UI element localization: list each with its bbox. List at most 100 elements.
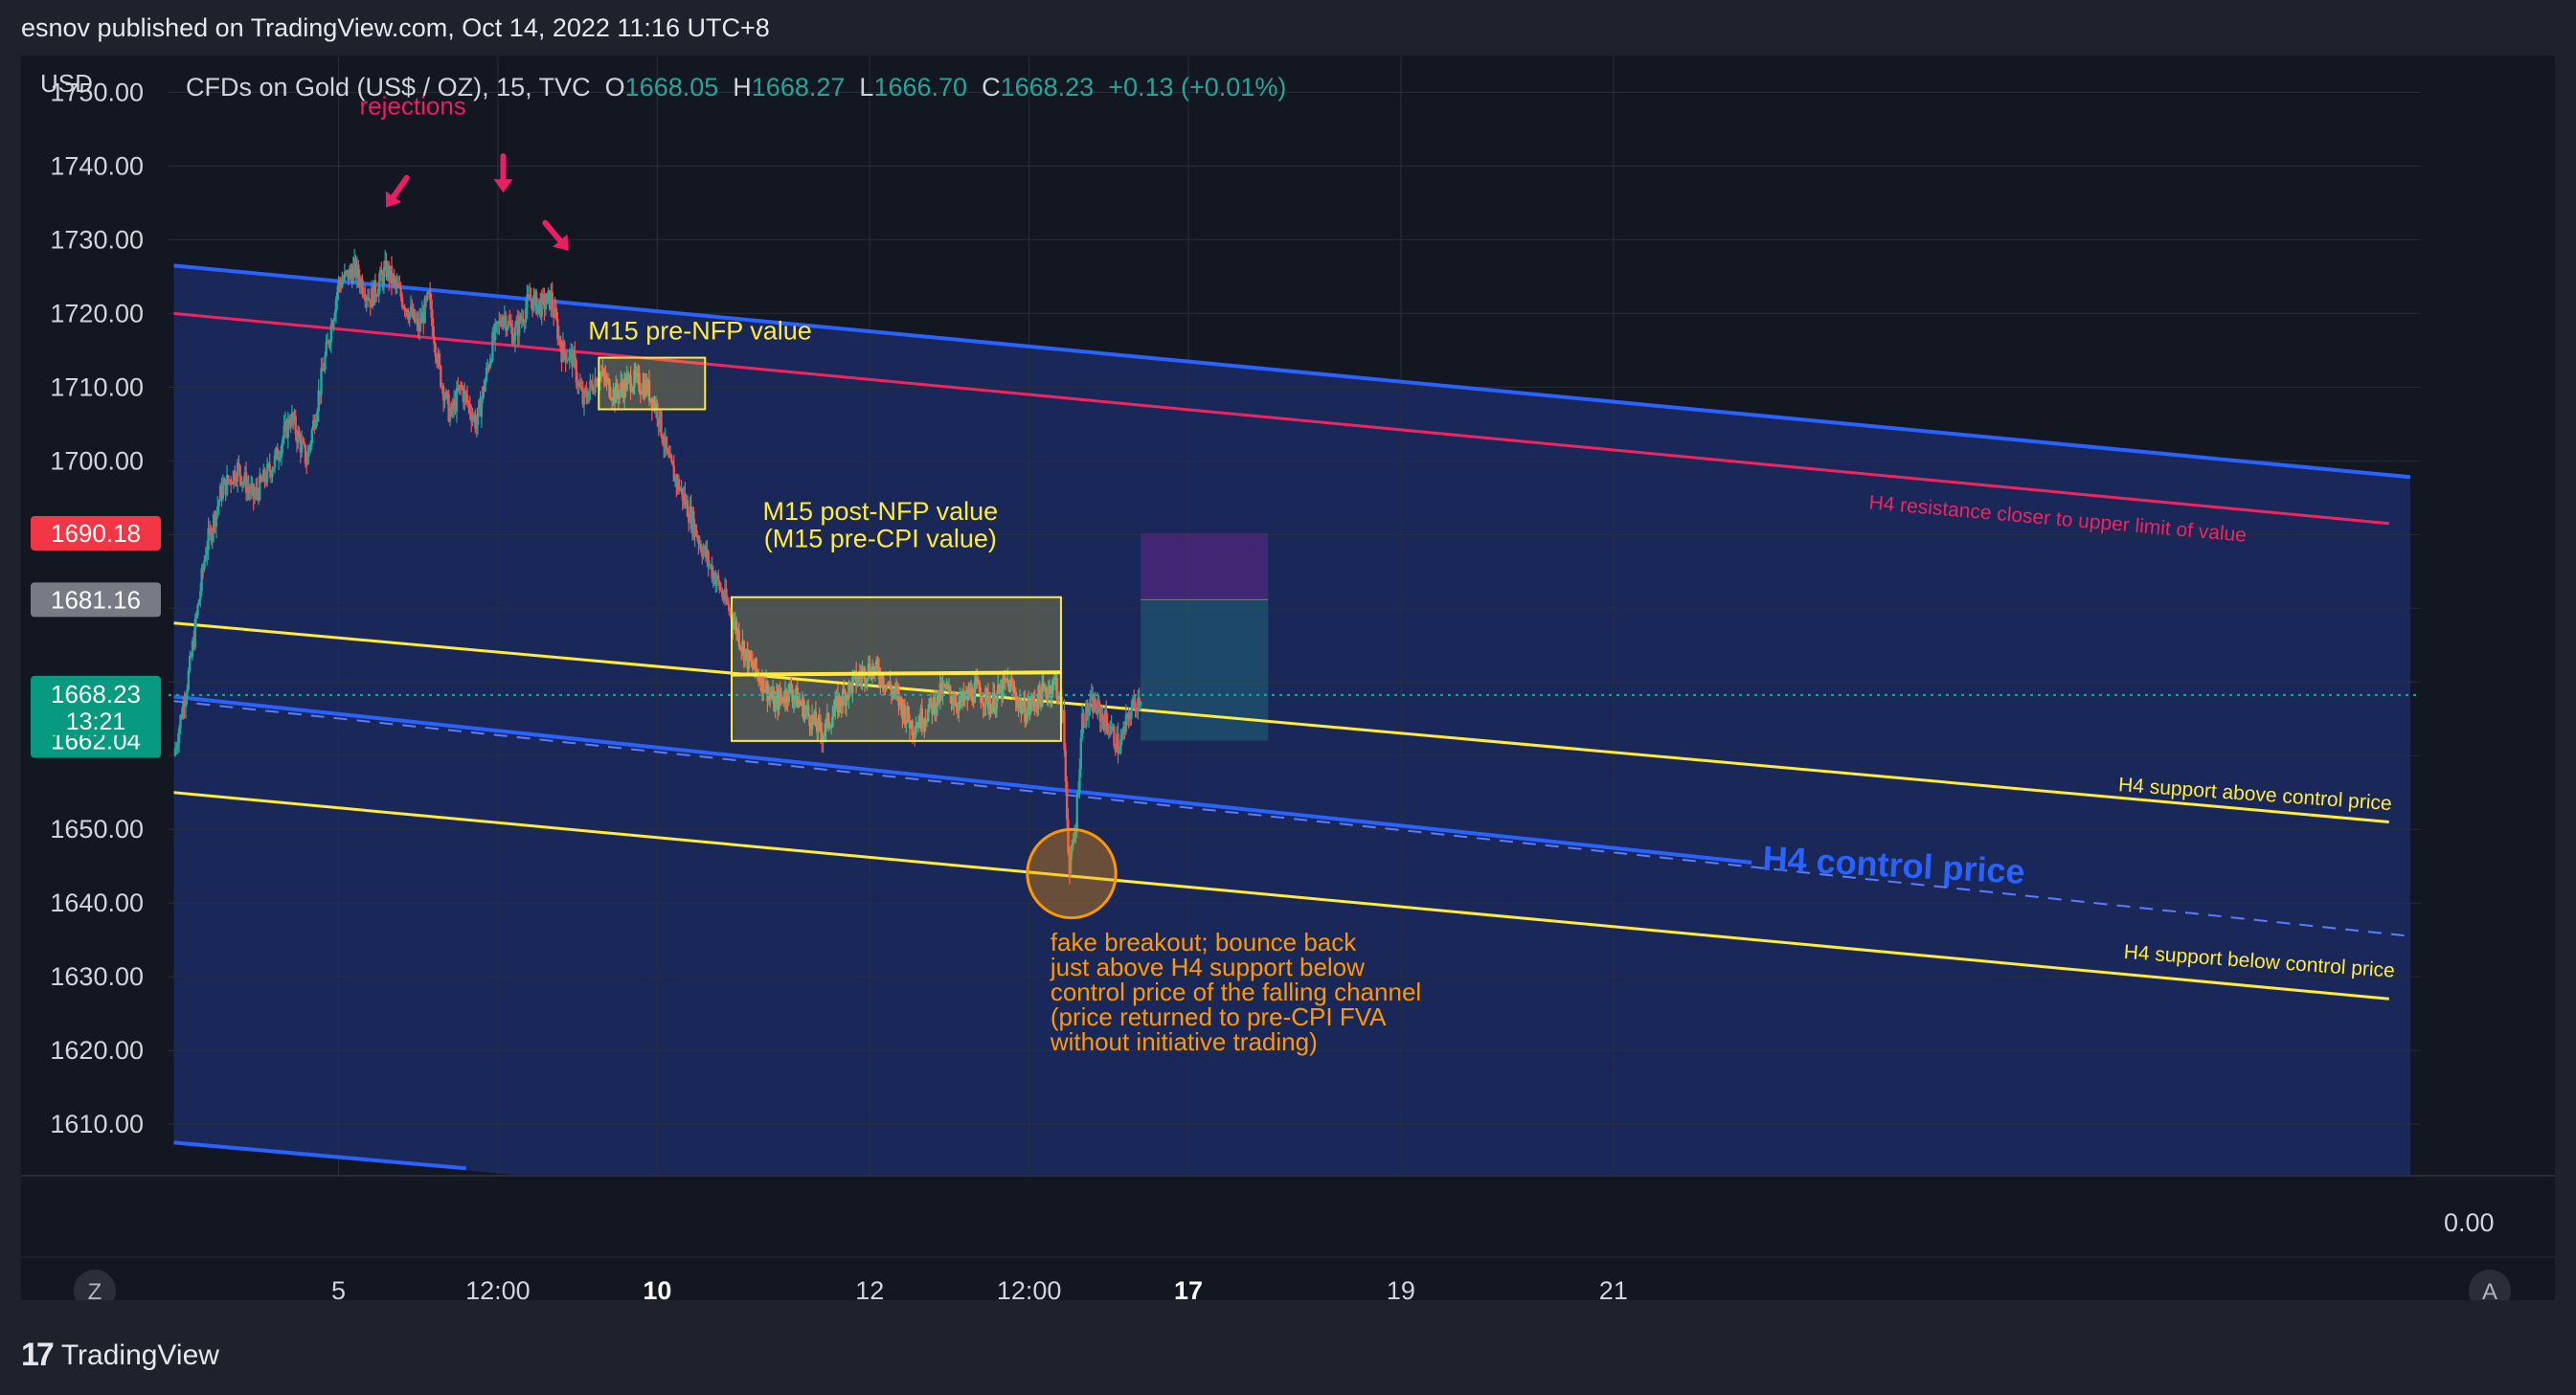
candle-body [797, 700, 801, 709]
change-value: +0.13 (+0.01%) [1108, 73, 1287, 101]
candle-body [725, 588, 728, 602]
candle-body [468, 403, 472, 414]
candle-body [1055, 678, 1058, 699]
auto-scale-left-button[interactable] [74, 1270, 116, 1300]
y-tick-label: 1730.00 [50, 225, 144, 254]
candle-body [324, 355, 327, 371]
candle-body [396, 282, 400, 287]
candle-body [925, 721, 929, 723]
candle-body [569, 349, 573, 352]
candle-body [228, 479, 231, 482]
y-tick-label: 1620.00 [50, 1036, 144, 1065]
candle-body [712, 573, 716, 585]
candle-body [190, 655, 192, 657]
candle-body [791, 693, 794, 702]
candle-body [675, 476, 678, 486]
candle-body [879, 678, 882, 685]
candle-body [277, 458, 281, 461]
candle-body [681, 487, 684, 501]
candle-body [1082, 712, 1085, 728]
candle-body [1086, 702, 1089, 717]
candle-body [475, 424, 478, 429]
candle-body [927, 709, 930, 722]
candle-body [910, 720, 913, 729]
candle-body [241, 482, 244, 485]
candle-body [1056, 698, 1060, 700]
tradingview-logo-icon[interactable]: 17 [21, 1337, 55, 1373]
candle-body [523, 322, 526, 324]
lower-channel-line [173, 1140, 466, 1171]
candle-body [723, 588, 727, 600]
candle-body [755, 658, 757, 671]
auto-scale-right-button[interactable] [2469, 1270, 2511, 1300]
candle-body [645, 380, 648, 394]
rejections-label: rejections [360, 92, 466, 121]
candle-body [1085, 702, 1088, 727]
candle-body [1097, 700, 1100, 707]
y-axis[interactable]: 1610.00 1620.00 1630.00 1640.00 1650.00 1700.… [50, 78, 144, 1138]
candle-body [464, 391, 467, 395]
candle-body [524, 308, 528, 323]
candle-body [462, 388, 465, 402]
candle-body [564, 352, 567, 363]
candle-body [920, 709, 924, 728]
candle-body [671, 461, 674, 466]
candle-body [689, 506, 691, 523]
candle-body [585, 391, 588, 398]
pre-cpi-label: (M15 pre-CPI value) [764, 524, 997, 552]
x-axis[interactable]: 5 12:00 10 12 12:00 17 19 21 [331, 1276, 1628, 1300]
candle-body [599, 373, 603, 375]
tradingview-brand[interactable]: TradingView [60, 1339, 219, 1371]
candle-body [557, 336, 560, 340]
candle-body [550, 292, 553, 309]
candle-body [346, 269, 349, 272]
candle-body [634, 370, 637, 376]
candle-body [351, 265, 355, 283]
chart-area[interactable]: rejections M15 pre-NFP value M15 post-NF… [21, 56, 2555, 1300]
candle-body [977, 682, 980, 684]
candle-body [991, 692, 995, 707]
candle-body [543, 294, 546, 309]
candle-body [715, 574, 718, 581]
candle-body [563, 341, 566, 353]
candle-body [726, 601, 730, 604]
candle-body [1038, 686, 1041, 697]
candle-body [653, 400, 656, 410]
candle-body [481, 386, 485, 400]
symbol-description[interactable]: CFDs on Gold (US$ / OZ), 15, TVC [186, 73, 591, 101]
candle-body [845, 695, 848, 707]
candle-body [1118, 753, 1121, 754]
candle-body [660, 411, 663, 437]
candle-body [264, 481, 268, 483]
candle-body [373, 280, 375, 306]
candle-body [210, 529, 213, 541]
candle-body [684, 493, 687, 505]
candle-body [792, 698, 796, 702]
candle-body [364, 296, 367, 301]
candle-body [793, 696, 797, 699]
candle-body [499, 320, 502, 325]
candle-body [173, 748, 177, 756]
candle-body [373, 280, 377, 297]
candle-body [615, 383, 618, 404]
y-tick-label: 1630.00 [50, 962, 144, 991]
candle-body [298, 431, 301, 439]
candle-body [843, 689, 846, 693]
candle-body [1007, 679, 1011, 692]
candlestick-series[interactable] [173, 248, 1142, 885]
candle-body [1028, 700, 1030, 709]
candle-body [1068, 852, 1071, 873]
candle-body [358, 279, 361, 287]
candle-body [647, 380, 651, 401]
candle-body [253, 494, 257, 500]
candle-body [225, 475, 229, 495]
candle-body [665, 436, 668, 450]
candle-body [488, 361, 492, 369]
candle-body [939, 683, 943, 697]
price-scale-area[interactable] [2421, 56, 2555, 1300]
candle-body [489, 360, 493, 362]
candle-body [921, 727, 925, 729]
candle-body [1120, 734, 1123, 740]
chart-svg[interactable]: rejections M15 pre-NFP value M15 post-NF… [21, 56, 2555, 1300]
candle-body [780, 696, 783, 698]
